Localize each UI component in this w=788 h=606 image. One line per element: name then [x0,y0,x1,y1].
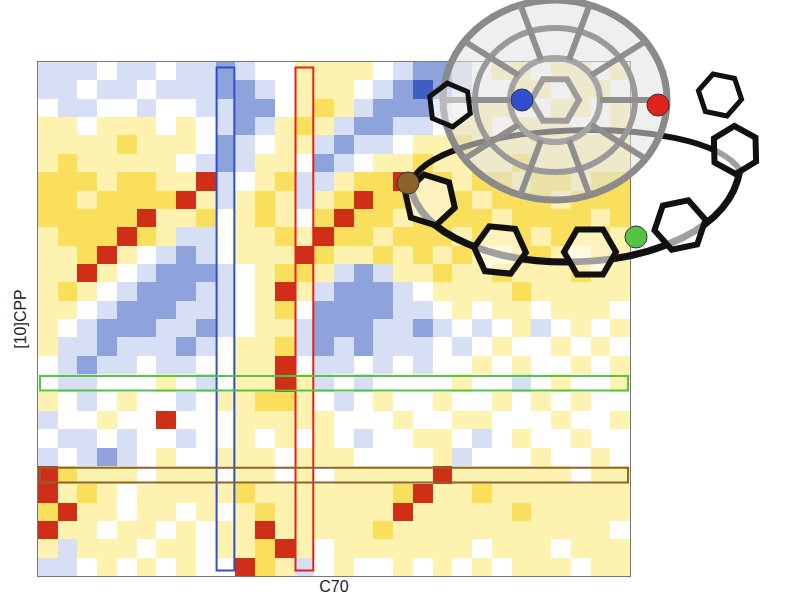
svg-text:C70: C70 [319,578,348,595]
svg-text:[10]CPP: [10]CPP [12,289,29,349]
